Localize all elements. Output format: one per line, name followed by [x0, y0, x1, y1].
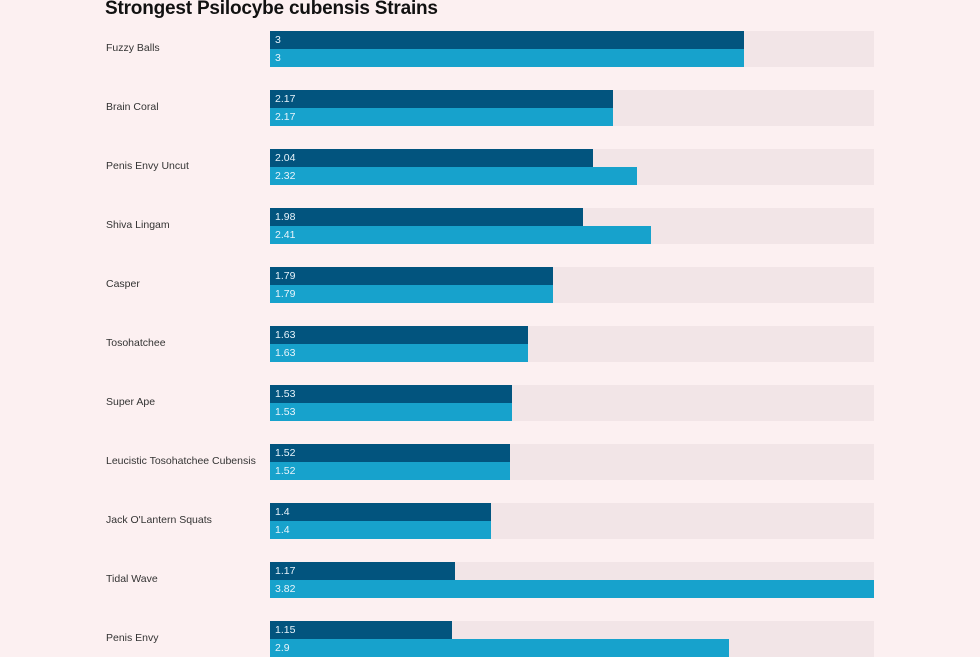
- bar-series-2: [270, 344, 528, 362]
- category-label: Penis Envy: [106, 632, 159, 644]
- category-label: Leucistic Tosohatchee Cubensis: [106, 455, 256, 467]
- category-label: Brain Coral: [106, 101, 159, 113]
- data-label: 3: [275, 34, 281, 46]
- data-label: 1.52: [275, 465, 296, 477]
- bar-series-2: [270, 108, 613, 126]
- data-label: 1.79: [275, 270, 296, 282]
- data-label: 3: [275, 52, 281, 64]
- data-label: 1.79: [275, 288, 296, 300]
- bar-series-1: [270, 149, 593, 167]
- category-label: Penis Envy Uncut: [106, 160, 189, 172]
- chart-title: Strongest Psilocybe cubensis Strains: [105, 0, 438, 19]
- category-label: Fuzzy Balls: [106, 42, 160, 54]
- data-label: 2.32: [275, 170, 296, 182]
- bar-series-2: [270, 462, 510, 480]
- bar-series-2: [270, 580, 874, 598]
- bar-series-1: [270, 385, 512, 403]
- data-label: 1.53: [275, 388, 296, 400]
- data-label: 1.63: [275, 347, 296, 359]
- bar-series-1: [270, 503, 491, 521]
- bar-series-1: [270, 31, 744, 49]
- category-label: Jack O'Lantern Squats: [106, 514, 212, 526]
- data-label: 2.04: [275, 152, 296, 164]
- data-label: 2.17: [275, 111, 296, 123]
- category-label: Tosohatchee: [106, 337, 166, 349]
- data-label: 2.17: [275, 93, 296, 105]
- bar-series-2: [270, 285, 553, 303]
- data-label: 1.4: [275, 506, 290, 518]
- bar-series-1: [270, 267, 553, 285]
- bar-series-2: [270, 521, 491, 539]
- bar-series-2: [270, 226, 651, 244]
- bar-series-2: [270, 403, 512, 421]
- data-label: 1.63: [275, 329, 296, 341]
- data-label: 1.53: [275, 406, 296, 418]
- data-label: 1.52: [275, 447, 296, 459]
- bar-series-1: [270, 562, 455, 580]
- data-label: 2.9: [275, 642, 290, 654]
- bar-series-1: [270, 90, 613, 108]
- data-label: 2.41: [275, 229, 296, 241]
- bar-series-1: [270, 444, 510, 462]
- category-label: Shiva Lingam: [106, 219, 170, 231]
- bar-series-2: [270, 639, 729, 657]
- category-label: Super Ape: [106, 396, 156, 408]
- data-label: 1.15: [275, 624, 296, 636]
- bar-series-1: [270, 326, 528, 344]
- category-label: Tidal Wave: [106, 573, 158, 585]
- data-label: 1.17: [275, 565, 296, 577]
- bar-series-2: [270, 49, 744, 67]
- data-label: 1.98: [275, 211, 296, 223]
- data-label: 1.4: [275, 524, 290, 536]
- category-label: Casper: [106, 278, 140, 290]
- bar-series-2: [270, 167, 637, 185]
- bar-series-1: [270, 208, 583, 226]
- data-label: 3.82: [275, 583, 296, 595]
- bar-series-1: [270, 621, 452, 639]
